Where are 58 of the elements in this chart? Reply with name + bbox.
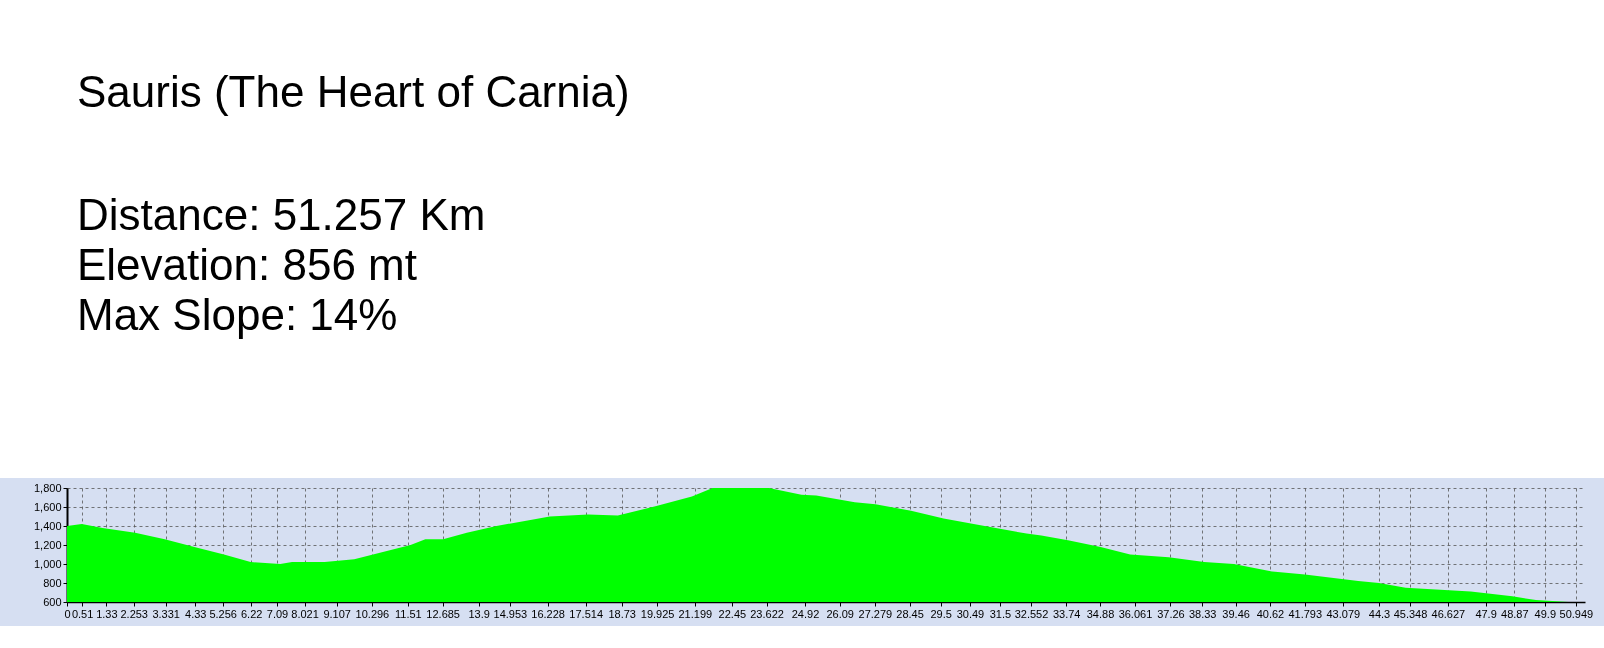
x-tick-label: 37.26 [1157,607,1185,620]
x-tick-label: 6.22 [241,607,263,620]
x-tick-label: 31.5 [989,607,1012,620]
x-tick-label: 30.49 [956,607,985,620]
x-tick-label: 9.107 [323,607,351,620]
x-tick-label: 2.253 [120,607,148,620]
y-tick-label: 1,800 [33,481,62,494]
x-tick-label: 5.256 [209,607,237,620]
x-tick-label: 41.793 [1288,607,1323,620]
text: Max Slope: 14% [77,290,399,340]
x-tick-label: 3.331 [152,607,180,620]
x-tick-label: 47.9 [1475,607,1497,620]
x-tick-label: 36.061 [1118,607,1153,620]
x-tick-label: 26.09 [826,607,854,620]
text: Elevation: 856 mt [77,240,418,290]
x-tick-label: 45.348 [1393,607,1428,620]
x-tick-label: 38.33 [1188,607,1217,620]
x-tick-label: 7.09 [266,607,289,620]
x-tick-label: 12.685 [426,607,460,620]
x-tick-label: 39.46 [1222,607,1250,620]
chart-title: Sauris (The Heart of Carnia) [77,66,630,118]
x-tick-label: 24.92 [791,607,820,620]
x-tick-label: 44.3 [1368,607,1391,620]
y-tick-label: 600 [43,595,62,608]
x-tick-label: 49.9 [1534,607,1557,620]
x-tick-label: 46.627 [1431,607,1466,620]
x-tick-label: 17.514 [569,607,604,620]
x-tick-label: 32.552 [1014,607,1049,620]
x-tick-label: 29.5 [930,607,952,620]
x-tick-label: 43.079 [1326,607,1361,620]
y-tick-label: 1,000 [33,557,62,570]
x-tick-label: 34.88 [1086,607,1115,620]
x-tick-label: 50.949 [1559,607,1594,620]
x-tick-label: 13.9 [468,607,490,620]
y-tick-label: 800 [43,576,62,589]
x-tick-label: 21.199 [678,607,713,620]
x-tick-label: 23.622 [750,607,784,620]
x-tick-label: 14.953 [493,607,528,620]
x-tick-label: 27.279 [858,607,893,620]
x-tick-label: 48.87 [1501,607,1529,620]
x-tick-label: 16.228 [531,607,565,620]
text: Distance: 51.257 Km [77,190,486,240]
x-tick-label: 0 [64,607,71,620]
x-tick-label: 33.74 [1052,607,1081,620]
x-tick-label: 19.925 [640,607,675,620]
x-tick-label: 8.021 [291,607,319,620]
y-tick-label: 1,400 [33,519,62,532]
x-tick-label: 1.33 [96,607,118,620]
x-tick-label: 40.62 [1256,607,1285,620]
y-tick-label: 1,200 [33,538,62,551]
x-tick-label: 22.45 [718,607,747,620]
y-tick-label: 1,600 [33,500,62,513]
x-tick-label: 18.73 [608,607,636,620]
x-tick-label: 0.51 [71,607,94,620]
x-tick-label: 4.33 [185,607,207,620]
x-tick-label: 10.296 [355,607,390,620]
x-tick-label: 28.45 [896,607,924,620]
x-tick-label: 11.51 [395,607,422,620]
